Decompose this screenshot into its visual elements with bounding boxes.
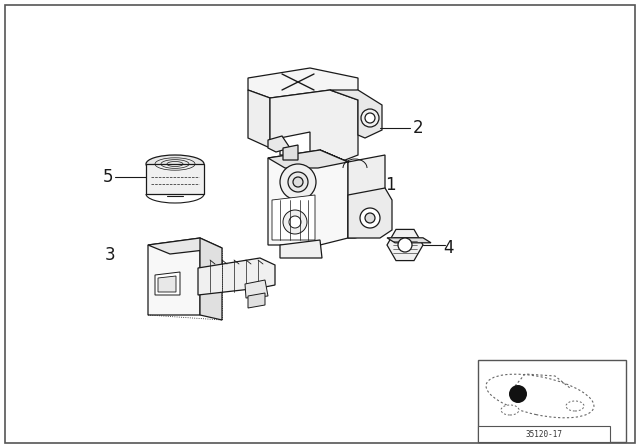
Polygon shape [387,238,431,243]
Text: 5: 5 [103,168,113,186]
Circle shape [365,113,375,123]
Polygon shape [283,145,298,160]
Polygon shape [155,272,180,295]
Polygon shape [320,150,385,238]
Ellipse shape [146,155,204,173]
Ellipse shape [501,405,519,415]
Polygon shape [268,150,348,245]
Circle shape [283,210,307,234]
Text: 3: 3 [105,246,115,264]
Polygon shape [148,238,200,315]
Circle shape [289,216,301,228]
Circle shape [365,213,375,223]
Text: 2: 2 [413,119,423,137]
Polygon shape [330,90,382,138]
Polygon shape [245,280,268,298]
Circle shape [398,238,412,252]
Polygon shape [348,188,392,238]
Polygon shape [200,238,222,320]
Circle shape [360,208,380,228]
Circle shape [288,172,308,192]
Text: 1: 1 [385,176,396,194]
Bar [478,360,626,442]
Polygon shape [280,240,322,258]
Polygon shape [270,90,358,162]
Polygon shape [158,276,176,292]
Polygon shape [146,164,204,194]
Polygon shape [268,136,290,152]
Polygon shape [198,258,275,295]
Polygon shape [248,68,358,98]
Circle shape [361,109,379,127]
Polygon shape [280,132,310,155]
Bar [478,426,610,442]
Polygon shape [272,195,315,240]
Circle shape [280,164,316,200]
Polygon shape [248,90,270,148]
Polygon shape [268,150,348,168]
Text: 35120-17: 35120-17 [525,430,563,439]
Polygon shape [248,293,265,308]
Circle shape [293,177,303,187]
Circle shape [509,385,527,403]
Polygon shape [387,229,423,261]
Ellipse shape [566,401,584,411]
Text: 4: 4 [443,239,453,257]
Polygon shape [148,238,222,254]
